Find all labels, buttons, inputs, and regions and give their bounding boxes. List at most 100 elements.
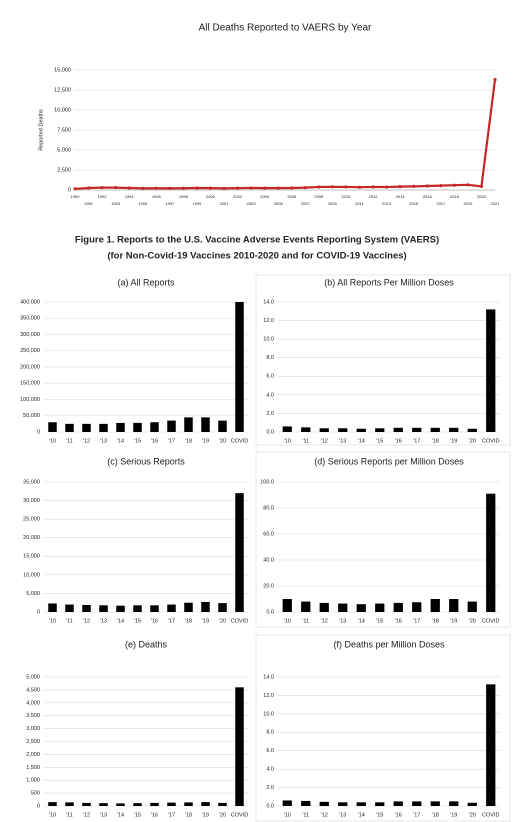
y-tick-label: 5,000 [57, 147, 71, 153]
y-tick-label: 200,000 [20, 364, 40, 370]
bar [48, 422, 57, 432]
bar [150, 605, 159, 612]
y-tick-label: 50,000 [23, 413, 40, 419]
y-tick-label: 6.0 [266, 374, 274, 380]
bar [412, 801, 422, 806]
x-tick-label: '18 [432, 812, 439, 818]
x-tick-label: '13 [339, 618, 346, 624]
y-tick-label: 4,500 [26, 687, 40, 693]
x-tick-label: 2021 [491, 201, 501, 206]
y-tick-label: 1,000 [26, 778, 40, 784]
chart-title: (f) Deaths per Million Doses [333, 639, 445, 649]
bar [338, 428, 348, 432]
y-tick-label: 35,000 [23, 479, 40, 485]
y-tick-label: 4.0 [266, 767, 274, 773]
data-point [195, 186, 199, 190]
x-tick-label: 2014 [396, 194, 406, 199]
y-tick-label: 30,000 [23, 498, 40, 504]
x-tick-label: '13 [100, 438, 107, 444]
data-point [303, 186, 307, 190]
data-point [154, 186, 158, 190]
x-tick-label: 2002 [233, 194, 243, 199]
x-tick-label: '10 [49, 618, 56, 624]
bar [133, 605, 142, 612]
bar [393, 801, 403, 806]
y-tick-label: 10.0 [263, 711, 274, 717]
bar [167, 420, 176, 432]
y-tick-label: 10.0 [263, 337, 274, 343]
x-tick-label: '20 [469, 618, 476, 624]
x-tick-label: '20 [219, 812, 226, 818]
x-tick-label: 2005 [274, 201, 284, 206]
bar [449, 801, 459, 806]
x-tick-label: '11 [66, 618, 73, 624]
x-tick-label: 1991 [84, 201, 94, 206]
x-tick-label: '14 [117, 438, 124, 444]
chart-title: All Deaths Reported to VAERS by Year [199, 23, 372, 34]
bar [82, 604, 91, 612]
x-tick-label: 1999 [192, 201, 202, 206]
bar [116, 605, 125, 612]
x-tick-label: '13 [339, 812, 346, 818]
y-tick-label: 2.0 [266, 411, 274, 417]
chart-title: (a) All Reports [117, 277, 175, 287]
bar [319, 801, 329, 806]
x-tick-label: '18 [185, 618, 192, 624]
bar [430, 801, 440, 806]
x-tick-label: '15 [134, 812, 141, 818]
y-tick-label: 80.0 [263, 505, 274, 511]
y-tick-label: 150,000 [20, 381, 40, 387]
bar [449, 599, 459, 612]
x-tick-label: '18 [185, 812, 192, 818]
figure-subtitle: (for Non-Covid-19 Vaccines 2010-2020 and… [107, 251, 406, 262]
bar [393, 602, 403, 612]
data-point [466, 183, 470, 187]
x-tick-label: '16 [151, 812, 158, 818]
x-tick-label: '11 [66, 438, 73, 444]
bar [167, 604, 176, 612]
x-tick-label: 2020 [477, 194, 487, 199]
bar [218, 420, 227, 432]
bar [184, 417, 193, 432]
data-point [249, 186, 253, 190]
data-point [168, 186, 172, 190]
bar [235, 687, 244, 806]
x-tick-label: '17 [168, 812, 175, 818]
y-tick-label: 15,000 [54, 67, 71, 73]
x-tick-label: '10 [284, 438, 291, 444]
x-tick-label: '20 [219, 618, 226, 624]
data-point [493, 78, 497, 82]
y-tick-label: 100,000 [20, 397, 40, 403]
y-tick-label: 0.0 [266, 429, 274, 435]
bar [48, 802, 57, 806]
y-tick-label: 12,500 [54, 87, 71, 93]
data-point [398, 185, 402, 189]
y-tick-label: 14.0 [263, 674, 274, 680]
x-tick-label: '11 [302, 438, 309, 444]
y-tick-label: 4,000 [26, 700, 40, 706]
x-tick-label: '16 [395, 812, 402, 818]
x-tick-label: '17 [413, 438, 420, 444]
y-tick-label: 2,500 [57, 167, 71, 173]
y-tick-label: 4.0 [266, 392, 274, 398]
x-tick-label: '17 [168, 438, 175, 444]
bar [430, 427, 440, 432]
y-tick-label: 100.0 [260, 479, 274, 485]
y-tick-label: 10,000 [54, 107, 71, 113]
x-tick-label: '13 [339, 438, 346, 444]
y-tick-label: 8.0 [266, 730, 274, 736]
bar [301, 427, 311, 432]
data-point [385, 185, 389, 189]
y-tick-label: 3,500 [26, 713, 40, 719]
x-tick-label: '10 [49, 438, 56, 444]
x-tick-label: 2003 [247, 201, 257, 206]
x-tick-label: '19 [202, 438, 209, 444]
data-point [290, 186, 294, 190]
chart-title: (d) Serious Reports per Million Doses [314, 456, 464, 466]
data-point [317, 185, 321, 189]
x-tick-label: '16 [395, 438, 402, 444]
data-point [439, 184, 443, 188]
panel-frame [255, 451, 511, 628]
y-tick-label: 15,000 [23, 554, 40, 560]
bar [201, 417, 210, 432]
